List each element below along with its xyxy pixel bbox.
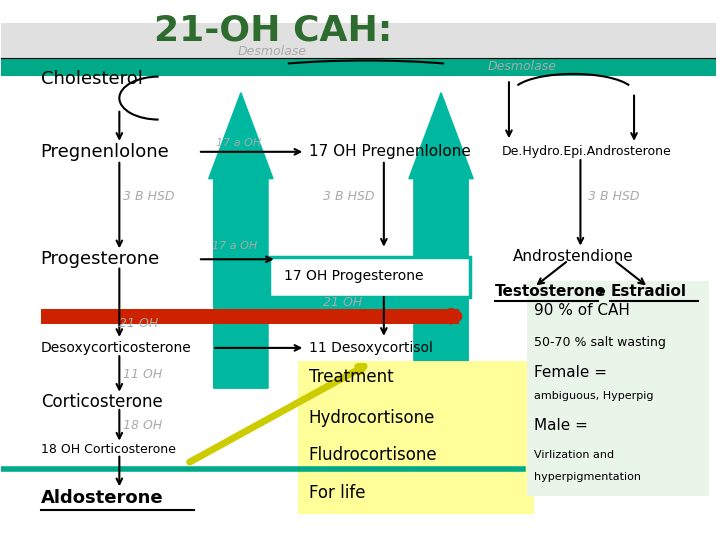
Bar: [527, 281, 709, 496]
Polygon shape: [409, 93, 473, 388]
Text: Pregnenlolone: Pregnenlolone: [41, 143, 169, 161]
Text: ambiguous, Hyperpig: ambiguous, Hyperpig: [534, 392, 654, 401]
Text: 3 B HSD: 3 B HSD: [323, 191, 374, 204]
Text: Testosterone: Testosterone: [495, 284, 606, 299]
Text: 90 % of CAH: 90 % of CAH: [534, 303, 630, 318]
Text: 17 a OH: 17 a OH: [212, 241, 258, 251]
Text: 50-70 % salt wasting: 50-70 % salt wasting: [534, 336, 666, 349]
Text: Aldosterone: Aldosterone: [41, 489, 163, 507]
Text: 21 OH: 21 OH: [120, 317, 158, 330]
Bar: [41, 309, 459, 323]
Text: Virlization and: Virlization and: [534, 450, 614, 460]
Text: 17 OH Progesterone: 17 OH Progesterone: [284, 269, 423, 284]
Text: Androstendione: Androstendione: [513, 249, 634, 264]
Bar: [268, 270, 414, 316]
Text: 21 OH: 21 OH: [323, 296, 362, 309]
Text: 18 OH: 18 OH: [123, 419, 162, 433]
Text: Fludrocortisone: Fludrocortisone: [309, 447, 438, 464]
Text: Cholesterol: Cholesterol: [41, 70, 143, 88]
Text: Corticosterone: Corticosterone: [41, 393, 163, 410]
Text: Desmolase: Desmolase: [238, 45, 306, 58]
Text: 3 B HSD: 3 B HSD: [588, 191, 639, 204]
Text: 17 a OH: 17 a OH: [216, 138, 261, 147]
Text: 17 OH Pregnenlolone: 17 OH Pregnenlolone: [309, 144, 471, 159]
Polygon shape: [209, 93, 273, 388]
Text: Estradiol: Estradiol: [611, 284, 686, 299]
Text: Progesterone: Progesterone: [41, 250, 160, 268]
Bar: [298, 361, 534, 515]
Bar: [1, 23, 716, 58]
Text: hyperpigmentation: hyperpigmentation: [534, 472, 641, 482]
Text: Treatment: Treatment: [309, 368, 393, 387]
Bar: [1, 58, 716, 76]
Text: Desmolase: Desmolase: [487, 60, 557, 73]
Text: For life: For life: [309, 484, 365, 502]
Text: Female =: Female =: [534, 364, 607, 380]
Text: 11 OH: 11 OH: [123, 368, 162, 381]
Text: 11 Desoxycortisol: 11 Desoxycortisol: [309, 341, 433, 355]
Text: Desoxycorticosterone: Desoxycorticosterone: [41, 341, 192, 355]
Text: Hydrocortisone: Hydrocortisone: [309, 409, 435, 427]
Text: 21-OH CAH:: 21-OH CAH:: [154, 14, 392, 48]
Text: 3 B HSD: 3 B HSD: [123, 191, 174, 204]
FancyBboxPatch shape: [269, 256, 469, 297]
Text: 18 OH Corticosterone: 18 OH Corticosterone: [41, 443, 176, 456]
Text: Male =: Male =: [534, 418, 588, 433]
Text: De.Hydro.Epi.Androsterone: De.Hydro.Epi.Androsterone: [502, 145, 672, 158]
